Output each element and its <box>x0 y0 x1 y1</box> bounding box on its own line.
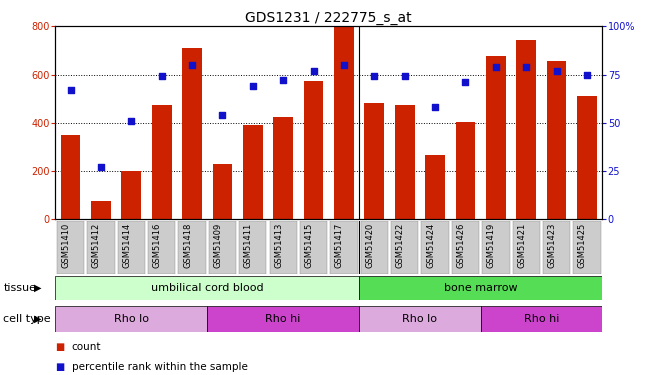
Point <box>96 164 106 170</box>
Text: GSM51419: GSM51419 <box>487 223 496 268</box>
Bar <box>482 221 510 274</box>
Point <box>187 62 197 68</box>
Bar <box>55 276 359 300</box>
Bar <box>456 122 475 219</box>
Text: ■: ■ <box>55 342 64 352</box>
Bar <box>361 221 388 274</box>
Text: umbilical cord blood: umbilical cord blood <box>151 283 264 293</box>
Point <box>339 62 349 68</box>
Bar <box>516 39 536 219</box>
Text: cell type: cell type <box>3 314 51 324</box>
Bar <box>480 306 602 332</box>
Bar <box>300 221 327 274</box>
Point <box>521 64 531 70</box>
Text: GSM51424: GSM51424 <box>426 223 435 268</box>
Point <box>460 79 471 85</box>
Bar <box>334 26 354 219</box>
Text: GSM51420: GSM51420 <box>365 223 374 268</box>
Text: ▶: ▶ <box>34 283 42 293</box>
Text: GSM51425: GSM51425 <box>578 223 587 268</box>
Bar <box>359 276 602 300</box>
Text: GSM51417: GSM51417 <box>335 223 344 268</box>
Text: Rho hi: Rho hi <box>523 314 559 324</box>
Point <box>247 83 258 89</box>
Bar <box>121 171 141 219</box>
Text: ■: ■ <box>55 362 64 372</box>
Bar <box>543 221 570 274</box>
Text: GSM51423: GSM51423 <box>547 223 557 268</box>
Text: GSM51416: GSM51416 <box>153 223 161 268</box>
Bar <box>547 61 566 219</box>
Bar <box>330 221 357 274</box>
Bar <box>270 221 297 274</box>
Bar <box>512 221 540 274</box>
Bar <box>118 221 145 274</box>
Point <box>217 112 228 118</box>
Bar <box>239 221 266 274</box>
Bar <box>577 96 597 219</box>
Bar <box>87 221 115 274</box>
Text: GSM51421: GSM51421 <box>518 223 526 268</box>
Text: Rho hi: Rho hi <box>266 314 301 324</box>
Text: GSM51426: GSM51426 <box>456 223 465 268</box>
Bar <box>152 105 171 219</box>
Text: GSM51410: GSM51410 <box>62 223 70 268</box>
Bar <box>57 221 84 274</box>
Bar <box>212 164 232 219</box>
Bar <box>391 221 419 274</box>
Point <box>309 68 319 74</box>
Text: percentile rank within the sample: percentile rank within the sample <box>72 362 247 372</box>
Text: Rho lo: Rho lo <box>402 314 437 324</box>
Point <box>491 64 501 70</box>
Point <box>430 104 440 110</box>
Bar <box>148 221 175 274</box>
Point <box>156 74 167 80</box>
Text: GDS1231 / 222775_s_at: GDS1231 / 222775_s_at <box>245 11 412 25</box>
Text: GSM51414: GSM51414 <box>122 223 132 268</box>
Text: bone marrow: bone marrow <box>444 283 518 293</box>
Bar <box>452 221 479 274</box>
Text: GSM51413: GSM51413 <box>274 223 283 268</box>
Point <box>582 72 592 78</box>
Point <box>369 74 380 80</box>
Text: GSM51422: GSM51422 <box>396 223 405 268</box>
Text: GSM51411: GSM51411 <box>244 223 253 268</box>
Text: GSM51412: GSM51412 <box>92 223 101 268</box>
Text: tissue: tissue <box>3 283 36 293</box>
Point <box>400 74 410 80</box>
Bar <box>207 306 359 332</box>
Bar <box>365 104 384 219</box>
Point <box>65 87 76 93</box>
Bar <box>243 125 262 219</box>
Point <box>551 68 562 74</box>
Text: Rho lo: Rho lo <box>114 314 149 324</box>
Text: GSM51409: GSM51409 <box>214 223 223 268</box>
Bar <box>359 306 480 332</box>
Bar <box>425 155 445 219</box>
Text: ▶: ▶ <box>34 314 42 324</box>
Point <box>126 118 137 124</box>
Bar <box>486 56 506 219</box>
Bar <box>574 221 601 274</box>
Point <box>278 77 288 83</box>
Bar <box>55 306 207 332</box>
Bar <box>421 221 449 274</box>
Text: count: count <box>72 342 101 352</box>
Bar <box>178 221 206 274</box>
Text: GSM51418: GSM51418 <box>183 223 192 268</box>
Bar <box>303 81 324 219</box>
Bar <box>273 117 293 219</box>
Bar <box>91 201 111 219</box>
Text: GSM51415: GSM51415 <box>305 223 314 268</box>
Bar <box>209 221 236 274</box>
Bar <box>182 48 202 219</box>
Bar <box>395 105 415 219</box>
Bar <box>61 135 81 219</box>
